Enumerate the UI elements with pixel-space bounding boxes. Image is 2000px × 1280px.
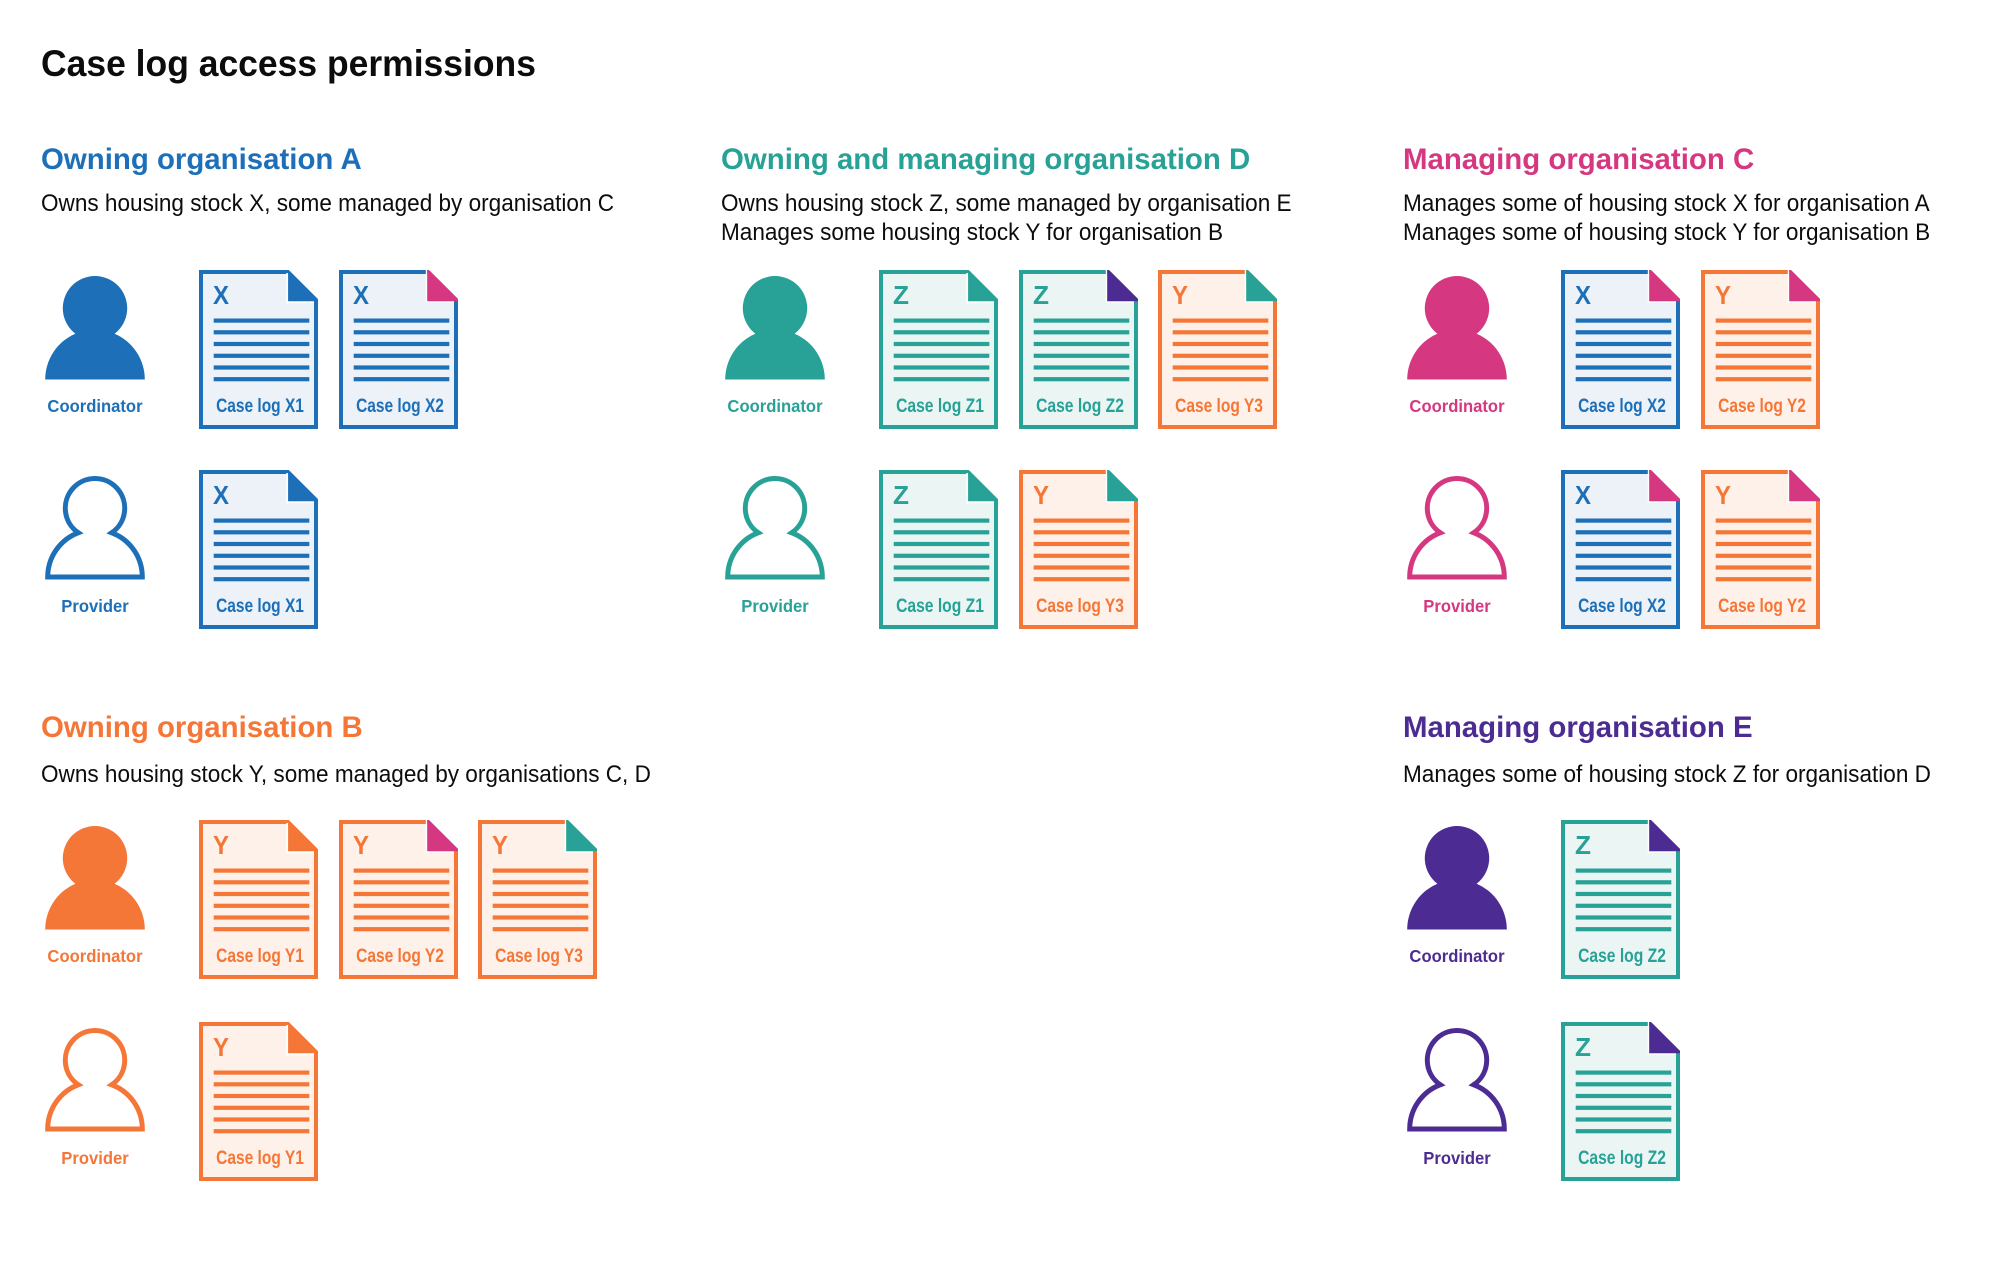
- svg-text:X: X: [1575, 280, 1592, 310]
- svg-text:Case log X2: Case log X2: [1578, 595, 1666, 617]
- svg-text:Case log Z2: Case log Z2: [1036, 395, 1124, 417]
- svg-text:Z: Z: [1575, 830, 1591, 860]
- svg-text:Y: Y: [1715, 480, 1731, 510]
- svg-text:Case log Z1: Case log Z1: [896, 395, 984, 417]
- svg-text:Z: Z: [1033, 280, 1049, 310]
- svg-text:Y: Y: [213, 1032, 229, 1062]
- svg-text:Case log Y1: Case log Y1: [216, 1147, 304, 1169]
- svg-text:Y: Y: [1172, 280, 1188, 310]
- svg-text:X: X: [213, 480, 230, 510]
- svg-text:Y: Y: [213, 830, 229, 860]
- svg-text:Case log Y2: Case log Y2: [1718, 595, 1806, 617]
- svg-text:Case log X2: Case log X2: [1578, 395, 1666, 417]
- svg-text:Y: Y: [1715, 280, 1731, 310]
- svg-text:X: X: [1575, 480, 1592, 510]
- svg-text:Case log X2: Case log X2: [356, 395, 444, 417]
- svg-text:Y: Y: [492, 830, 508, 860]
- svg-text:Z: Z: [893, 280, 909, 310]
- svg-text:Case log Z1: Case log Z1: [896, 595, 984, 617]
- svg-text:Y: Y: [353, 830, 369, 860]
- svg-text:Case log Y2: Case log Y2: [1718, 395, 1806, 417]
- svg-text:X: X: [213, 280, 230, 310]
- svg-text:Case log X1: Case log X1: [216, 595, 304, 617]
- svg-text:Case log Z2: Case log Z2: [1578, 1147, 1666, 1169]
- svg-text:Z: Z: [893, 480, 909, 510]
- svg-text:Case log Z2: Case log Z2: [1578, 945, 1666, 967]
- svg-text:Y: Y: [1033, 480, 1049, 510]
- svg-text:X: X: [353, 280, 370, 310]
- svg-text:Case log Y1: Case log Y1: [216, 945, 304, 967]
- svg-text:Case log Y3: Case log Y3: [1175, 395, 1263, 417]
- svg-text:Case log X1: Case log X1: [216, 395, 304, 417]
- svg-text:Z: Z: [1575, 1032, 1591, 1062]
- svg-text:Case log Y2: Case log Y2: [356, 945, 444, 967]
- svg-text:Case log Y3: Case log Y3: [1036, 595, 1124, 617]
- svg-text:Case log Y3: Case log Y3: [495, 945, 583, 967]
